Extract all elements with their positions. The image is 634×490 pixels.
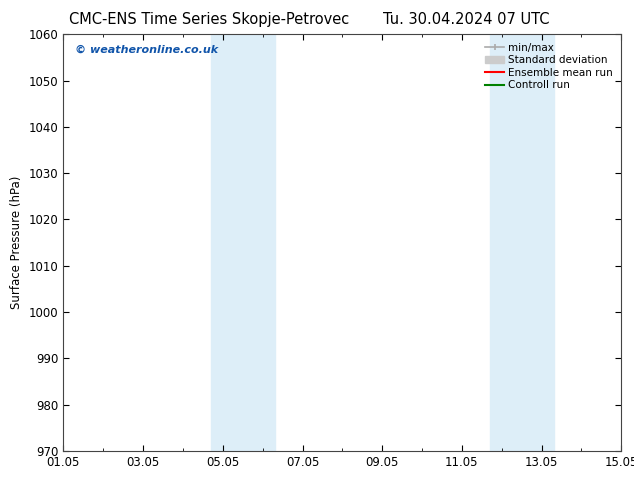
Bar bbox=[211, 34, 275, 451]
Y-axis label: Surface Pressure (hPa): Surface Pressure (hPa) bbox=[10, 176, 23, 309]
Text: © weatheronline.co.uk: © weatheronline.co.uk bbox=[75, 45, 217, 55]
Legend: min/max, Standard deviation, Ensemble mean run, Controll run: min/max, Standard deviation, Ensemble me… bbox=[482, 40, 616, 94]
Bar bbox=[490, 34, 553, 451]
Text: Tu. 30.04.2024 07 UTC: Tu. 30.04.2024 07 UTC bbox=[383, 12, 549, 27]
Text: CMC-ENS Time Series Skopje-Petrovec: CMC-ENS Time Series Skopje-Petrovec bbox=[69, 12, 349, 27]
